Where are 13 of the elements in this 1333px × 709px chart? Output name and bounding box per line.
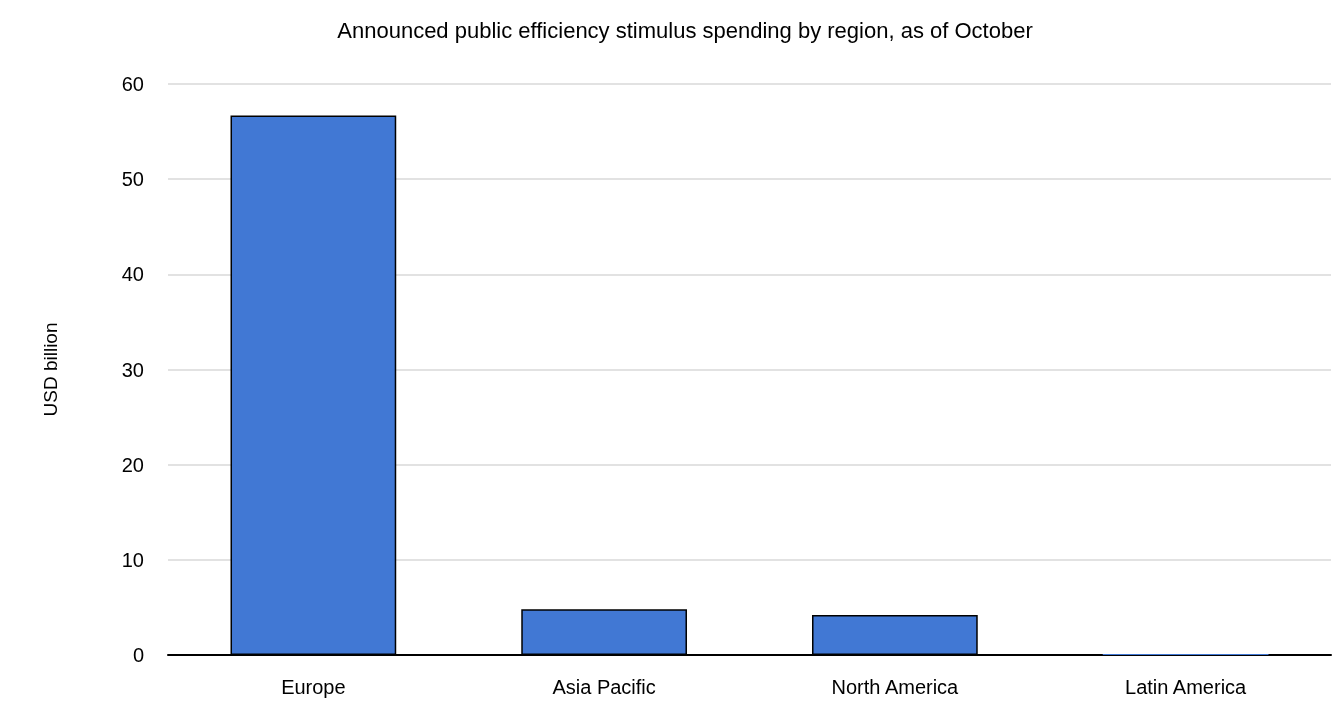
y-tick-label: 60 [121, 73, 144, 95]
y-tick-label: 0 [132, 644, 144, 666]
x-tick-label: North America [831, 676, 960, 698]
y-tick-label: 20 [121, 453, 144, 476]
y-tick-label: 50 [121, 168, 144, 191]
x-tick-label: Asia Pacific [552, 676, 656, 698]
y-tick-label: 40 [121, 263, 144, 286]
x-tick-label: Europe [281, 676, 346, 698]
y-tick-label: 10 [121, 548, 144, 571]
y-tick-label: 30 [121, 358, 144, 381]
x-tick-label: Latin America [1125, 676, 1248, 698]
chart-title: Announced public efficiency stimulus spending by region, as of October [337, 17, 1033, 43]
y-axis-title: USD billion [40, 322, 61, 417]
